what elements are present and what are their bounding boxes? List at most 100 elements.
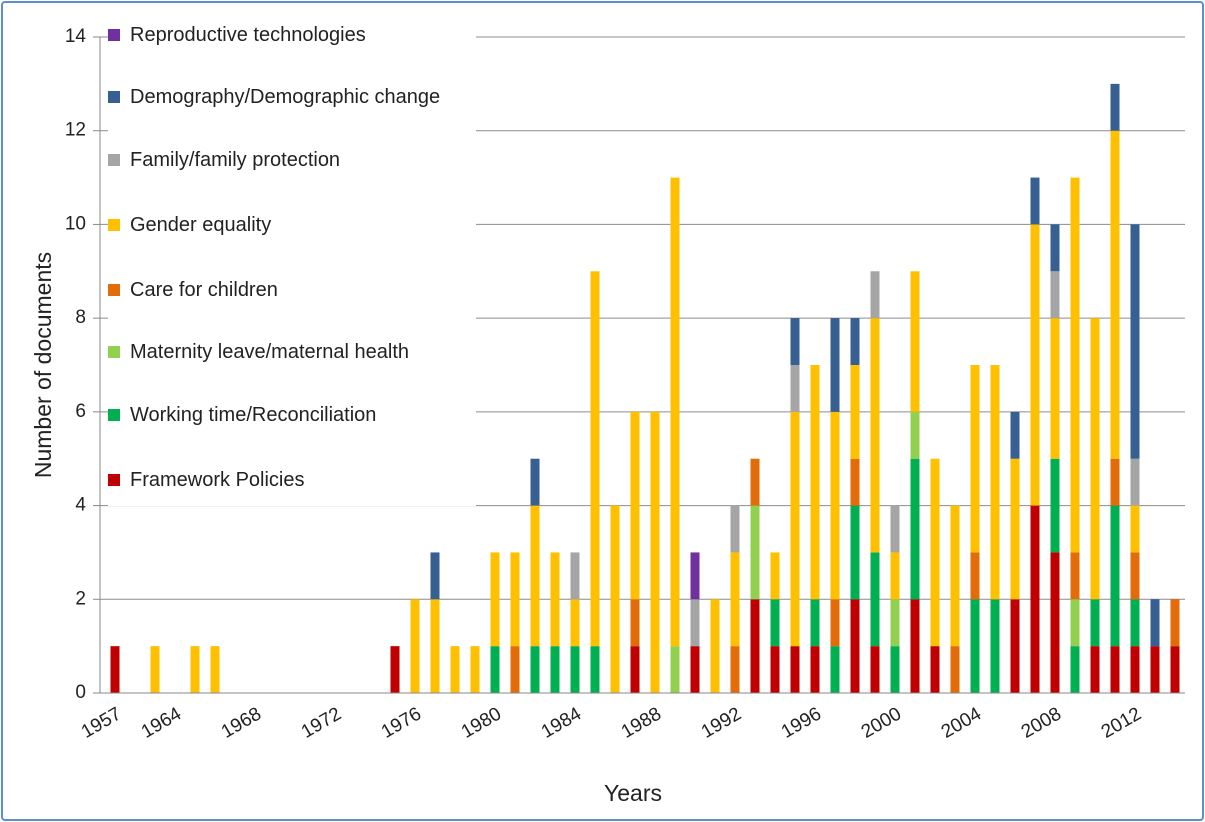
bar-segment bbox=[830, 599, 840, 647]
x-tick-label: 2004 bbox=[938, 703, 985, 743]
bar-segment bbox=[630, 599, 640, 647]
bar-segment bbox=[610, 505, 620, 693]
bar-segment bbox=[550, 646, 560, 693]
y-tick-label: 14 bbox=[65, 26, 87, 47]
bar-segment bbox=[570, 646, 580, 693]
bar-segment bbox=[1150, 646, 1160, 693]
bar-segment bbox=[570, 599, 580, 647]
x-tick-label: 1964 bbox=[138, 703, 185, 743]
bar-segment bbox=[870, 552, 880, 647]
bar-segment bbox=[590, 646, 600, 693]
bar-segment bbox=[1150, 599, 1160, 647]
bar-segment bbox=[390, 646, 400, 693]
bar-segment bbox=[870, 318, 880, 553]
bar-segment bbox=[670, 646, 680, 693]
bar-segment bbox=[690, 646, 700, 693]
bar-segment bbox=[830, 318, 840, 412]
x-tick-label: 1968 bbox=[218, 703, 265, 742]
bar-segment bbox=[870, 646, 880, 693]
x-tick-label: 2008 bbox=[1018, 703, 1065, 742]
bar-segment bbox=[1110, 646, 1120, 693]
bar-segment bbox=[430, 552, 440, 600]
y-axis-title: Number of documents bbox=[30, 252, 56, 478]
bar-segment bbox=[750, 505, 760, 600]
legend-swatch bbox=[108, 284, 120, 296]
bar-segment bbox=[770, 552, 780, 600]
bar-segment bbox=[110, 646, 120, 693]
bar-segment bbox=[990, 599, 1000, 693]
bar-segment bbox=[510, 552, 520, 647]
legend-label: Demography/Demographic change bbox=[130, 86, 441, 108]
bar-segment bbox=[570, 552, 580, 600]
x-tick-label: 1980 bbox=[458, 703, 505, 742]
bar-segment bbox=[1090, 599, 1100, 647]
bar-segment bbox=[190, 646, 200, 693]
bar-segment bbox=[1010, 458, 1020, 600]
bar-segment bbox=[1030, 177, 1040, 225]
y-tick-label: 0 bbox=[75, 682, 86, 703]
bar-segment bbox=[890, 599, 900, 647]
bar-segment bbox=[1010, 599, 1020, 693]
y-tick-label: 12 bbox=[65, 120, 86, 141]
bar-segment bbox=[1050, 552, 1060, 693]
bar-segment bbox=[850, 505, 860, 600]
bar-segment bbox=[910, 271, 920, 412]
x-tick-label: 1957 bbox=[78, 703, 125, 742]
bar-segment bbox=[850, 458, 860, 506]
bar-segment bbox=[1090, 318, 1100, 600]
bar-segment bbox=[1170, 646, 1180, 693]
bar-segment bbox=[910, 458, 920, 600]
bar-segment bbox=[530, 458, 540, 506]
bar-segment bbox=[810, 365, 820, 600]
legend-swatch bbox=[108, 154, 120, 166]
bar-segment bbox=[1030, 505, 1040, 693]
bar-segment bbox=[1110, 458, 1120, 506]
bar-segment bbox=[1010, 411, 1020, 459]
y-tick-label: 8 bbox=[75, 307, 86, 328]
bar-segment bbox=[970, 365, 980, 553]
bar-segment bbox=[850, 365, 860, 459]
bar-segment bbox=[490, 552, 500, 647]
bar-segment bbox=[430, 599, 440, 693]
bar-segment bbox=[470, 646, 480, 693]
legend-swatch bbox=[108, 29, 120, 41]
bar-segment bbox=[690, 552, 700, 600]
bar-segment bbox=[630, 646, 640, 693]
bar-segment bbox=[710, 599, 720, 693]
legend: Reproductive technologies Demography/Demo… bbox=[108, 16, 476, 506]
bar-segment bbox=[650, 411, 660, 693]
bar-segment bbox=[1030, 224, 1040, 506]
bar-segment bbox=[730, 505, 740, 553]
legend-label: Working time/Reconciliation bbox=[130, 404, 377, 426]
bar-segment bbox=[730, 552, 740, 647]
legend-label: Care for children bbox=[130, 279, 278, 301]
bar-segment bbox=[1130, 646, 1140, 693]
bar-segment bbox=[530, 646, 540, 693]
bar-segment bbox=[910, 599, 920, 693]
bar-segment bbox=[550, 552, 560, 647]
bar-segment bbox=[930, 458, 940, 647]
bar-segment bbox=[830, 411, 840, 600]
bar-segment bbox=[1070, 646, 1080, 693]
bar-segment bbox=[1130, 224, 1140, 459]
bar-segment bbox=[830, 646, 840, 693]
bar-segment bbox=[810, 646, 820, 693]
bar-segment bbox=[1050, 224, 1060, 272]
x-axis-title: Years bbox=[604, 780, 662, 806]
bar-segment bbox=[850, 599, 860, 693]
bar-segment bbox=[890, 505, 900, 553]
bar-segment bbox=[790, 646, 800, 693]
bar-segment bbox=[750, 458, 760, 506]
bar-segment bbox=[1170, 599, 1180, 647]
bar-segment bbox=[950, 646, 960, 693]
x-tick-label: 1972 bbox=[298, 703, 345, 742]
legend-swatch bbox=[108, 219, 120, 231]
x-tick-label: 1984 bbox=[538, 703, 585, 743]
legend-swatch bbox=[108, 91, 120, 103]
bar-segment bbox=[210, 646, 220, 693]
y-tick-label: 4 bbox=[75, 495, 86, 516]
bar-segment bbox=[1110, 130, 1120, 459]
legend-swatch bbox=[108, 474, 120, 486]
